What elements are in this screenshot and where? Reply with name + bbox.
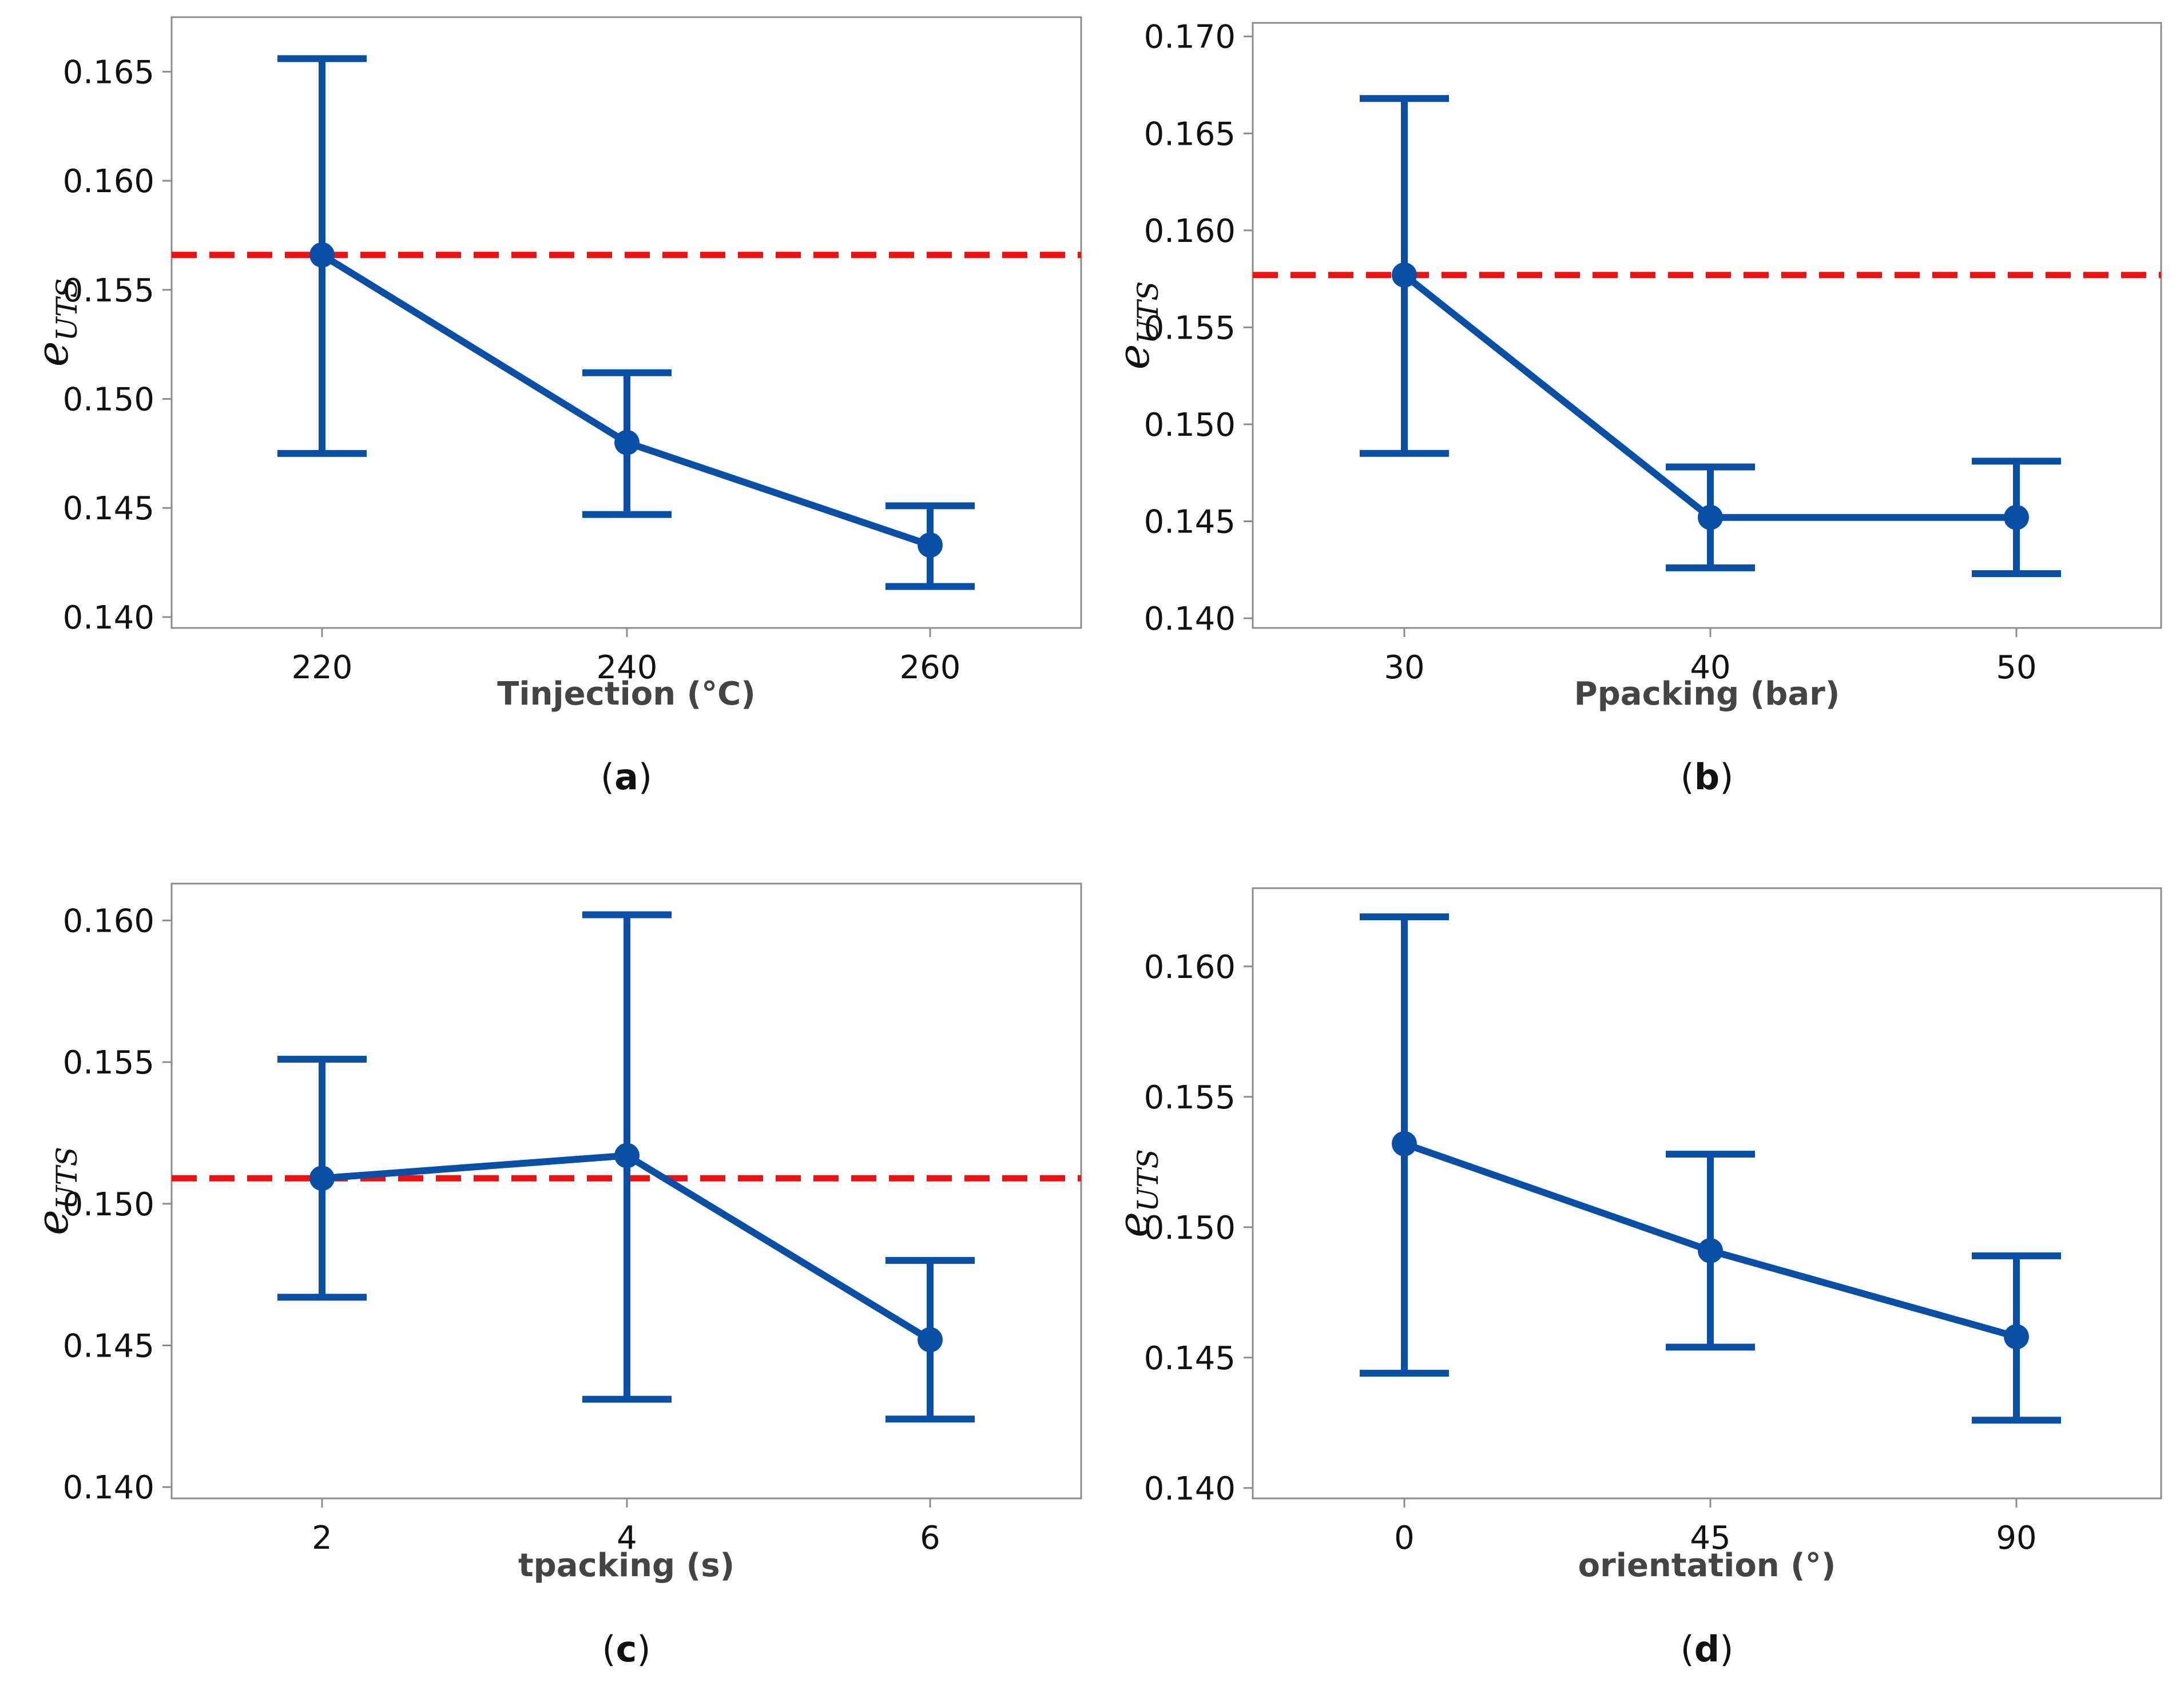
data-point xyxy=(1698,1238,1723,1263)
data-point xyxy=(1392,262,1417,288)
x-tick-label: 240 xyxy=(597,649,658,686)
x-tick-label: 2 xyxy=(312,1520,332,1557)
y-tick-label: 0.155 xyxy=(1144,1079,1236,1116)
y-tick-label: 0.160 xyxy=(63,163,154,200)
panel-caption: (d) xyxy=(1681,1628,1734,1670)
y-tick-label: 0.140 xyxy=(63,599,154,637)
y-tick-label: 0.145 xyxy=(63,1327,154,1365)
y-tick-label: 0.160 xyxy=(1144,213,1236,250)
x-tick-label: 260 xyxy=(900,649,961,686)
data-point xyxy=(309,1166,335,1191)
chart-panel-c: 0.140 0.145 0.150 0.155 0.160 2 4 6 tpacking (s)… xyxy=(27,882,1082,1670)
data-point xyxy=(2004,1324,2029,1350)
panel-caption: (b) xyxy=(1681,756,1734,798)
y-tick-label: 0.165 xyxy=(63,54,154,91)
y-tick-label: 0.155 xyxy=(63,272,154,309)
x-axis-label: orientation (°) xyxy=(1578,1547,1836,1584)
y-axis-label: eUTS xyxy=(27,279,84,367)
y-tick-label: 0.165 xyxy=(1144,116,1236,153)
x-axis-label: tpacking (s) xyxy=(518,1547,734,1584)
y-tick-label: 0.160 xyxy=(63,902,154,940)
y-tick-label: 0.150 xyxy=(1144,1210,1236,1247)
x-tick-label: 0 xyxy=(1394,1520,1415,1557)
x-tick-label: 50 xyxy=(1996,649,2036,686)
x-tick-label: 30 xyxy=(1384,649,1424,686)
x-axis-label: Tinjection (°C) xyxy=(497,675,756,713)
data-point xyxy=(309,242,335,268)
data-point xyxy=(614,1143,640,1168)
y-tick-label: 0.150 xyxy=(63,1186,154,1223)
data-point xyxy=(614,430,640,455)
data-point xyxy=(918,1327,943,1353)
data-point xyxy=(1698,504,1723,530)
y-tick-label: 0.150 xyxy=(1144,407,1236,444)
plot-frame xyxy=(170,16,1082,629)
data-point xyxy=(1392,1131,1417,1156)
x-tick-label: 220 xyxy=(292,649,353,686)
y-tick-label: 0.150 xyxy=(63,381,154,419)
x-axis-label: Ppacking (bar) xyxy=(1574,675,1840,713)
panel-caption: (a) xyxy=(601,756,652,798)
y-tick-label: 0.145 xyxy=(1144,1340,1236,1377)
y-tick-label: 0.140 xyxy=(63,1469,154,1506)
data-point xyxy=(918,532,943,558)
y-tick-label: 0.140 xyxy=(1144,1470,1236,1508)
x-tick-label: 6 xyxy=(920,1520,940,1557)
y-tick-label: 0.140 xyxy=(1144,601,1236,638)
x-tick-label: 45 xyxy=(1690,1520,1730,1557)
chart-panel-a: 0.140 0.145 0.150 0.155 0.160 0.165 220 240 260 T… xyxy=(27,16,1082,798)
y-axis-label: eUTS xyxy=(27,1147,84,1235)
x-tick-label: 4 xyxy=(617,1520,637,1557)
chart-panel-b: 0.140 0.145 0.150 0.155 0.160 0.165 0.170 30 40 5… xyxy=(1108,19,2162,798)
data-point xyxy=(2004,504,2029,530)
y-axis-label: eUTS xyxy=(1108,281,1165,370)
chart-panel-d: 0.140 0.145 0.150 0.155 0.160 0 45 90 orientatio… xyxy=(1108,887,2162,1670)
x-tick-label: 90 xyxy=(1996,1520,2036,1557)
y-tick-label: 0.155 xyxy=(63,1044,154,1081)
y-tick-label: 0.145 xyxy=(63,490,154,527)
y-axis-label: eUTS xyxy=(1108,1149,1165,1238)
y-tick-label: 0.170 xyxy=(1144,19,1236,56)
y-tick-label: 0.145 xyxy=(1144,503,1236,540)
x-tick-label: 40 xyxy=(1690,649,1730,686)
y-tick-label: 0.155 xyxy=(1144,309,1236,347)
y-tick-label: 0.160 xyxy=(1144,949,1236,986)
panel-caption: (c) xyxy=(602,1628,650,1670)
